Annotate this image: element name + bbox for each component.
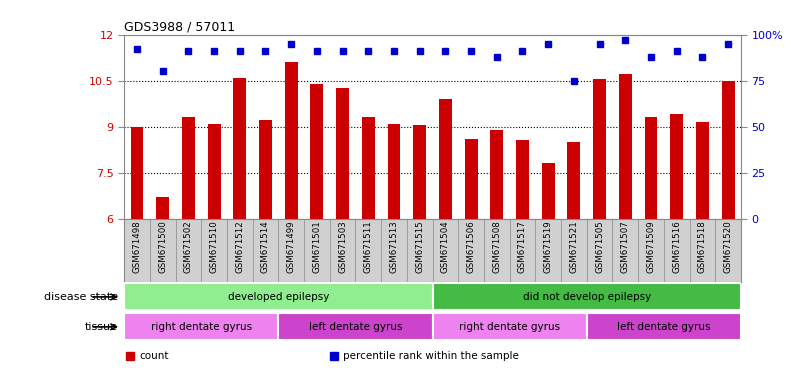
Text: GSM671502: GSM671502 [184,220,193,273]
Bar [670,114,683,218]
Text: disease state: disease state [44,292,118,302]
Text: GSM671515: GSM671515 [415,220,425,273]
Text: GSM671519: GSM671519 [544,220,553,273]
Bar [433,283,741,310]
Bar [279,313,433,340]
Text: tissue: tissue [85,322,118,332]
Text: GSM671506: GSM671506 [467,220,476,273]
Text: GSM671507: GSM671507 [621,220,630,273]
Bar [619,74,632,218]
Text: right dentate gyrus: right dentate gyrus [151,322,252,332]
Text: GDS3988 / 57011: GDS3988 / 57011 [124,20,235,33]
Text: right dentate gyrus: right dentate gyrus [459,322,560,332]
Text: left dentate gyrus: left dentate gyrus [308,322,402,332]
Bar [465,139,477,218]
Bar [362,118,375,218]
Bar [696,122,709,218]
Bar [645,118,658,218]
Bar [413,125,426,218]
Bar [567,142,580,218]
Text: GSM671508: GSM671508 [493,220,501,273]
Text: GSM671500: GSM671500 [159,220,167,273]
Text: percentile rank within the sample: percentile rank within the sample [343,351,519,361]
Bar [124,283,433,310]
Text: GSM671513: GSM671513 [389,220,398,273]
Text: GSM671520: GSM671520 [723,220,733,273]
Bar [207,124,220,218]
Text: count: count [139,351,169,361]
Text: GSM671511: GSM671511 [364,220,372,273]
Bar [594,79,606,218]
Text: did not develop epilepsy: did not develop epilepsy [522,292,651,302]
Text: GSM671510: GSM671510 [210,220,219,273]
Text: GSM671518: GSM671518 [698,220,706,273]
Bar [182,118,195,218]
Text: GSM671521: GSM671521 [570,220,578,273]
Bar [285,62,298,218]
Text: developed epilepsy: developed epilepsy [227,292,329,302]
Text: GSM671512: GSM671512 [235,220,244,273]
Bar [156,197,169,218]
Text: GSM671514: GSM671514 [261,220,270,273]
Bar [439,99,452,218]
Bar [336,88,349,218]
Bar [233,78,246,218]
Bar [516,141,529,218]
Bar [131,127,143,218]
Text: GSM671516: GSM671516 [672,220,681,273]
Bar [124,313,279,340]
Text: GSM671503: GSM671503 [338,220,347,273]
Bar [433,313,587,340]
Bar [490,130,503,218]
Bar [259,121,272,218]
Bar [388,124,400,218]
Text: GSM671517: GSM671517 [518,220,527,273]
Text: GSM671509: GSM671509 [646,220,655,273]
Bar [541,164,554,218]
Bar [587,313,741,340]
Text: GSM671498: GSM671498 [132,220,142,273]
Text: GSM671501: GSM671501 [312,220,321,273]
Text: GSM671504: GSM671504 [441,220,450,273]
Text: GSM671499: GSM671499 [287,220,296,273]
Bar [722,81,735,218]
Text: GSM671505: GSM671505 [595,220,604,273]
Bar [311,84,324,218]
Text: left dentate gyrus: left dentate gyrus [617,322,710,332]
